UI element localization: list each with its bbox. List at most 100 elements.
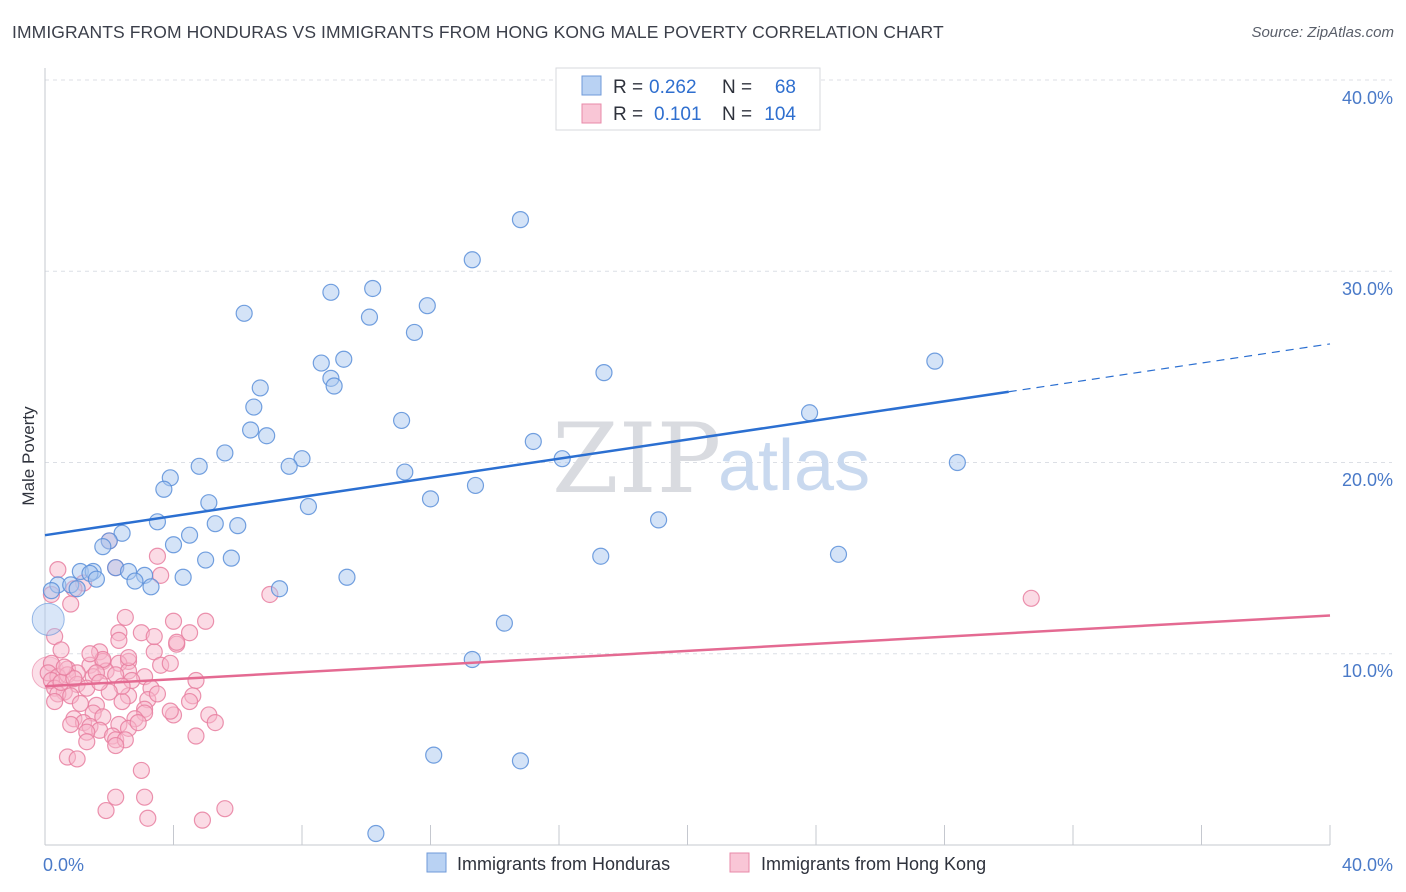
honduras-point — [948, 453, 966, 472]
honduras-point — [148, 513, 167, 531]
y-tick-label-30: 30.0% — [1342, 279, 1393, 299]
honduras-point — [338, 568, 356, 586]
honduras-point — [42, 582, 61, 600]
honduras-point — [174, 568, 192, 586]
honduras-point — [235, 304, 253, 322]
series-legend-label-honduras: Immigrants from Honduras — [457, 854, 670, 874]
hong-kong-point — [164, 612, 183, 630]
honduras-point — [222, 549, 240, 567]
hong-kong-point — [180, 692, 199, 711]
honduras-point — [405, 323, 424, 342]
legend-r-label-pink: R = — [613, 104, 643, 125]
hong-kong-point — [46, 692, 64, 711]
hong-kong-point — [197, 612, 215, 630]
hong-kong-point — [132, 761, 150, 780]
honduras-point — [155, 480, 173, 498]
honduras-point — [280, 457, 298, 475]
honduras-point — [126, 572, 144, 590]
honduras-point — [418, 297, 436, 315]
honduras-point — [524, 432, 542, 451]
hong-kong-point — [216, 800, 234, 818]
points-hong-kong — [31, 532, 1040, 829]
x-tick-label-min: 0.0% — [43, 855, 84, 875]
watermark-atlas: atlas — [718, 426, 870, 506]
honduras-point — [425, 746, 443, 764]
grid-layer — [45, 79, 1392, 655]
y-tick-label-40: 40.0% — [1342, 88, 1393, 108]
honduras-point — [649, 511, 668, 529]
honduras-point — [164, 536, 183, 554]
hong-kong-trend-line — [44, 614, 1331, 688]
series-legend-swatch-hong-kong — [729, 852, 750, 873]
hong-kong-point — [148, 547, 167, 565]
y-tick-label-10: 10.0% — [1342, 661, 1393, 681]
hong-kong-point — [55, 658, 73, 676]
hong-kong-point — [193, 811, 212, 829]
honduras-point — [595, 364, 613, 382]
x-tick-label-max: 40.0% — [1342, 855, 1393, 875]
hong-kong-point — [62, 595, 80, 613]
legend-r-value-pink: 0.101 — [654, 104, 702, 125]
legend-n-value-blue: 68 — [775, 77, 796, 98]
honduras-point — [245, 398, 263, 416]
honduras-point — [113, 524, 131, 542]
legend-swatch-blue — [581, 75, 602, 96]
honduras-point — [270, 580, 289, 598]
hong-kong-point — [168, 633, 186, 651]
hong-kong-point — [107, 788, 125, 806]
hong-kong-point — [107, 736, 125, 755]
chart-title: IMMIGRANTS FROM HONDURAS VS IMMIGRANTS F… — [12, 22, 944, 42]
hong-kong-point — [62, 715, 80, 734]
hong-kong-point — [81, 645, 99, 663]
hong-kong-point — [78, 733, 96, 751]
honduras-point — [335, 350, 353, 368]
honduras-point — [68, 580, 86, 598]
honduras-point — [299, 497, 318, 516]
honduras-point — [511, 211, 530, 229]
honduras-point — [200, 494, 218, 512]
honduras-point — [87, 570, 106, 588]
honduras-point — [206, 515, 224, 533]
hong-kong-point — [110, 631, 128, 649]
hong-kong-point — [49, 560, 67, 579]
hong-kong-point — [187, 671, 205, 690]
hong-kong-point — [187, 727, 205, 745]
honduras-point — [592, 547, 610, 565]
hong-kong-point — [145, 627, 163, 646]
honduras-point — [258, 427, 276, 445]
legend-n-value-pink: 104 — [764, 104, 796, 125]
legend-swatch-pink — [581, 103, 602, 124]
hong-kong-point — [71, 694, 89, 713]
correlation-legend: R = 0.262 N = 68 R = 0.101 N = 104 — [555, 67, 821, 131]
honduras-point — [396, 463, 414, 481]
honduras-point — [364, 279, 382, 298]
honduras-point — [360, 308, 379, 326]
honduras-trend-line — [44, 390, 1009, 537]
hong-kong-point — [135, 788, 154, 806]
honduras-point — [293, 450, 311, 468]
legend-r-label-blue: R = — [613, 77, 643, 98]
honduras-point — [392, 411, 411, 430]
honduras-point — [242, 421, 260, 439]
hong-kong-point — [65, 670, 83, 688]
series-legend-swatch-honduras — [426, 852, 447, 873]
hong-kong-point — [52, 641, 70, 659]
hong-kong-point — [180, 624, 199, 642]
hong-kong-point — [97, 801, 115, 820]
honduras-point — [94, 538, 112, 556]
honduras-point — [251, 379, 269, 397]
series-legend: Immigrants from Honduras Immigrants from… — [426, 852, 986, 874]
honduras-point — [367, 824, 385, 843]
honduras-point — [325, 377, 343, 395]
honduras-point — [829, 545, 848, 563]
legend-r-value-blue: 0.262 — [649, 77, 697, 98]
hong-kong-point — [148, 685, 167, 703]
hong-kong-point — [1022, 589, 1040, 607]
hong-kong-point — [161, 702, 179, 720]
honduras-point — [495, 614, 513, 632]
hong-kong-point — [119, 648, 138, 667]
hong-kong-point — [68, 750, 86, 768]
honduras-point — [190, 457, 208, 475]
honduras-point — [511, 752, 530, 770]
honduras-point — [322, 283, 340, 301]
